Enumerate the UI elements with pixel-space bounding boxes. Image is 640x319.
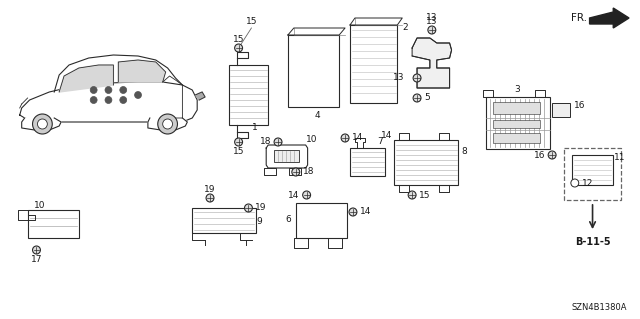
Bar (394, 140, 458, 185)
Bar (493, 102, 540, 114)
Circle shape (90, 97, 97, 103)
Text: 16: 16 (574, 100, 586, 109)
Text: SZN4B1380A: SZN4B1380A (572, 303, 627, 313)
Text: 10: 10 (34, 201, 45, 210)
Text: 14: 14 (352, 133, 364, 143)
Circle shape (235, 44, 243, 52)
Bar (350, 148, 385, 176)
Text: 3: 3 (515, 85, 520, 94)
Circle shape (349, 208, 357, 216)
Text: 15: 15 (419, 190, 431, 199)
Text: B-11-5: B-11-5 (575, 237, 611, 247)
Text: 13: 13 (426, 13, 438, 23)
Bar (493, 120, 540, 128)
Text: 19: 19 (204, 186, 216, 195)
Circle shape (235, 138, 243, 146)
Polygon shape (59, 65, 113, 92)
Text: 19: 19 (255, 204, 267, 212)
Text: 4: 4 (315, 110, 320, 120)
Circle shape (206, 194, 214, 202)
Circle shape (274, 138, 282, 146)
Circle shape (33, 114, 52, 134)
Circle shape (33, 246, 40, 254)
Text: 17: 17 (31, 255, 42, 263)
Text: 15: 15 (233, 35, 244, 44)
Polygon shape (266, 145, 308, 168)
Circle shape (303, 191, 310, 199)
Polygon shape (412, 38, 452, 88)
Polygon shape (54, 55, 182, 92)
Circle shape (157, 114, 177, 134)
Circle shape (120, 86, 127, 93)
Polygon shape (118, 60, 166, 82)
Text: 14: 14 (289, 190, 300, 199)
Bar (564, 148, 621, 200)
Text: 10: 10 (306, 136, 317, 145)
Circle shape (413, 94, 421, 102)
Text: 5: 5 (424, 93, 429, 102)
Text: 18: 18 (260, 137, 271, 146)
Circle shape (428, 26, 436, 34)
Text: 11: 11 (614, 153, 626, 162)
Bar (228, 65, 268, 125)
Text: 16: 16 (534, 151, 545, 160)
Bar (28, 210, 79, 238)
Bar (288, 35, 339, 107)
Text: 7: 7 (378, 137, 383, 146)
Circle shape (38, 119, 47, 129)
Bar (296, 203, 347, 238)
Circle shape (244, 204, 252, 212)
Text: 14: 14 (360, 207, 371, 217)
Text: 8: 8 (461, 147, 467, 157)
Polygon shape (589, 8, 629, 28)
Text: 12: 12 (582, 179, 593, 188)
Text: 15: 15 (246, 18, 257, 26)
Polygon shape (195, 92, 205, 100)
Text: 1: 1 (252, 123, 257, 132)
Circle shape (292, 168, 300, 176)
Text: 15: 15 (233, 146, 244, 155)
Text: 13: 13 (393, 73, 404, 83)
Circle shape (120, 97, 127, 103)
Bar (493, 133, 540, 143)
Text: 18: 18 (303, 167, 314, 176)
Circle shape (90, 86, 97, 93)
Circle shape (105, 86, 112, 93)
Text: 6: 6 (285, 216, 291, 225)
Text: 13: 13 (426, 18, 438, 26)
Text: 9: 9 (257, 218, 262, 226)
Circle shape (163, 119, 173, 129)
Polygon shape (148, 118, 188, 130)
Circle shape (408, 191, 416, 199)
Polygon shape (20, 82, 197, 122)
Bar (274, 150, 299, 162)
Polygon shape (22, 118, 61, 130)
Text: 14: 14 (381, 131, 392, 140)
Circle shape (134, 92, 141, 99)
Bar (552, 103, 570, 117)
Circle shape (571, 179, 579, 187)
Bar (192, 208, 257, 233)
Circle shape (413, 74, 421, 82)
Circle shape (548, 151, 556, 159)
Bar (572, 155, 613, 185)
Circle shape (105, 97, 112, 103)
Bar (486, 97, 550, 149)
Bar (350, 25, 397, 103)
Text: 2: 2 (403, 24, 408, 33)
Circle shape (341, 134, 349, 142)
Text: FR.: FR. (571, 13, 587, 23)
